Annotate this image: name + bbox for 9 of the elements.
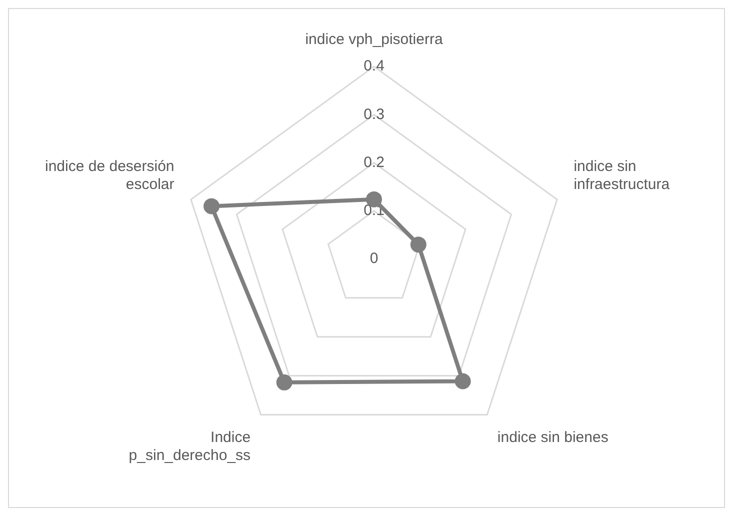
spoke-label: Indice p_sin_derecho_ss	[128, 429, 251, 464]
spoke-label: indice vph_pisotierra	[305, 31, 444, 48]
spoke-label: indice sin bienes	[497, 429, 608, 446]
spoke-label: indice sin infraestructura	[574, 158, 670, 194]
y-tick-label: 0.2	[364, 154, 384, 171]
y-tick-label: 0	[370, 250, 378, 268]
y-tick-label: 0.4	[364, 58, 384, 75]
spoke-label: indice de desersión escolar	[45, 158, 174, 194]
y-tick-label: 0.3	[364, 106, 384, 123]
